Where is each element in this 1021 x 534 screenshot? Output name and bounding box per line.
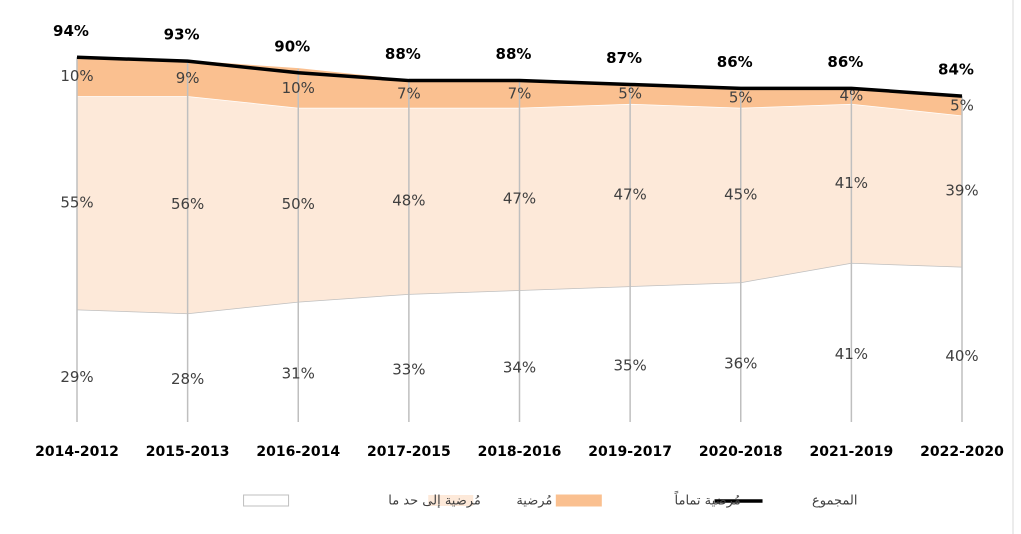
total-label: 88% [496, 45, 532, 63]
legend-label: مُرضية إلى حد ما [388, 494, 481, 509]
data-label: 36% [724, 355, 757, 373]
total-label: 87% [606, 49, 642, 67]
data-label: 9% [176, 69, 200, 87]
x-tick-label: 2016-2014 [256, 444, 340, 460]
x-tick-label: 2020-2018 [699, 444, 783, 460]
x-tick-label: 2014-2012 [35, 444, 119, 460]
x-tick-label: 2015-2013 [146, 444, 230, 460]
data-label: 56% [171, 195, 204, 213]
total-label: 84% [938, 61, 974, 79]
data-label: 48% [392, 191, 425, 209]
data-label: 31% [282, 364, 315, 382]
data-label: 39% [945, 182, 978, 200]
total-label: 93% [164, 26, 200, 44]
data-label: 41% [835, 174, 868, 192]
x-tick-label: 2019-2017 [588, 444, 672, 460]
data-label: 35% [613, 357, 646, 375]
legend-swatch [555, 494, 602, 507]
legend-label: مُرضية [516, 494, 552, 509]
data-label: 29% [60, 368, 93, 386]
legend-label: مُرضية تماماً [674, 491, 741, 509]
data-label: 7% [508, 85, 532, 103]
data-label: 47% [503, 189, 536, 207]
data-label: 4% [839, 87, 863, 105]
data-label: 7% [397, 85, 421, 103]
line [76, 55, 963, 98]
x-tick-label: 2018-2016 [478, 444, 562, 460]
data-label: 10% [60, 67, 93, 85]
total-label: 86% [717, 53, 753, 71]
x-tick-label: 2021-2019 [810, 444, 894, 460]
data-label: 41% [835, 345, 868, 363]
data-label: 40% [945, 347, 978, 365]
data-label: 5% [729, 89, 753, 107]
data-label: 33% [392, 360, 425, 378]
x-tick-label: 2022-2020 [920, 444, 1004, 460]
data-label: 5% [618, 85, 642, 103]
legend-swatch [243, 494, 290, 507]
data-label: 47% [613, 186, 646, 204]
total-label: 94% [53, 22, 89, 40]
data-label: 10% [282, 79, 315, 97]
data-label: 50% [282, 195, 315, 213]
data-label: 5% [950, 96, 974, 114]
data-label: 55% [60, 193, 93, 211]
legend-label: المجموع [812, 494, 857, 509]
data-label: 34% [503, 359, 536, 377]
data-label: 28% [171, 370, 204, 388]
total-label: 90% [274, 37, 310, 55]
data-label: 45% [724, 186, 757, 204]
total-label: 88% [385, 45, 421, 63]
x-tick-label: 2017-2015 [367, 444, 451, 460]
legend-swatch [428, 495, 474, 506]
total-label: 86% [827, 53, 863, 71]
